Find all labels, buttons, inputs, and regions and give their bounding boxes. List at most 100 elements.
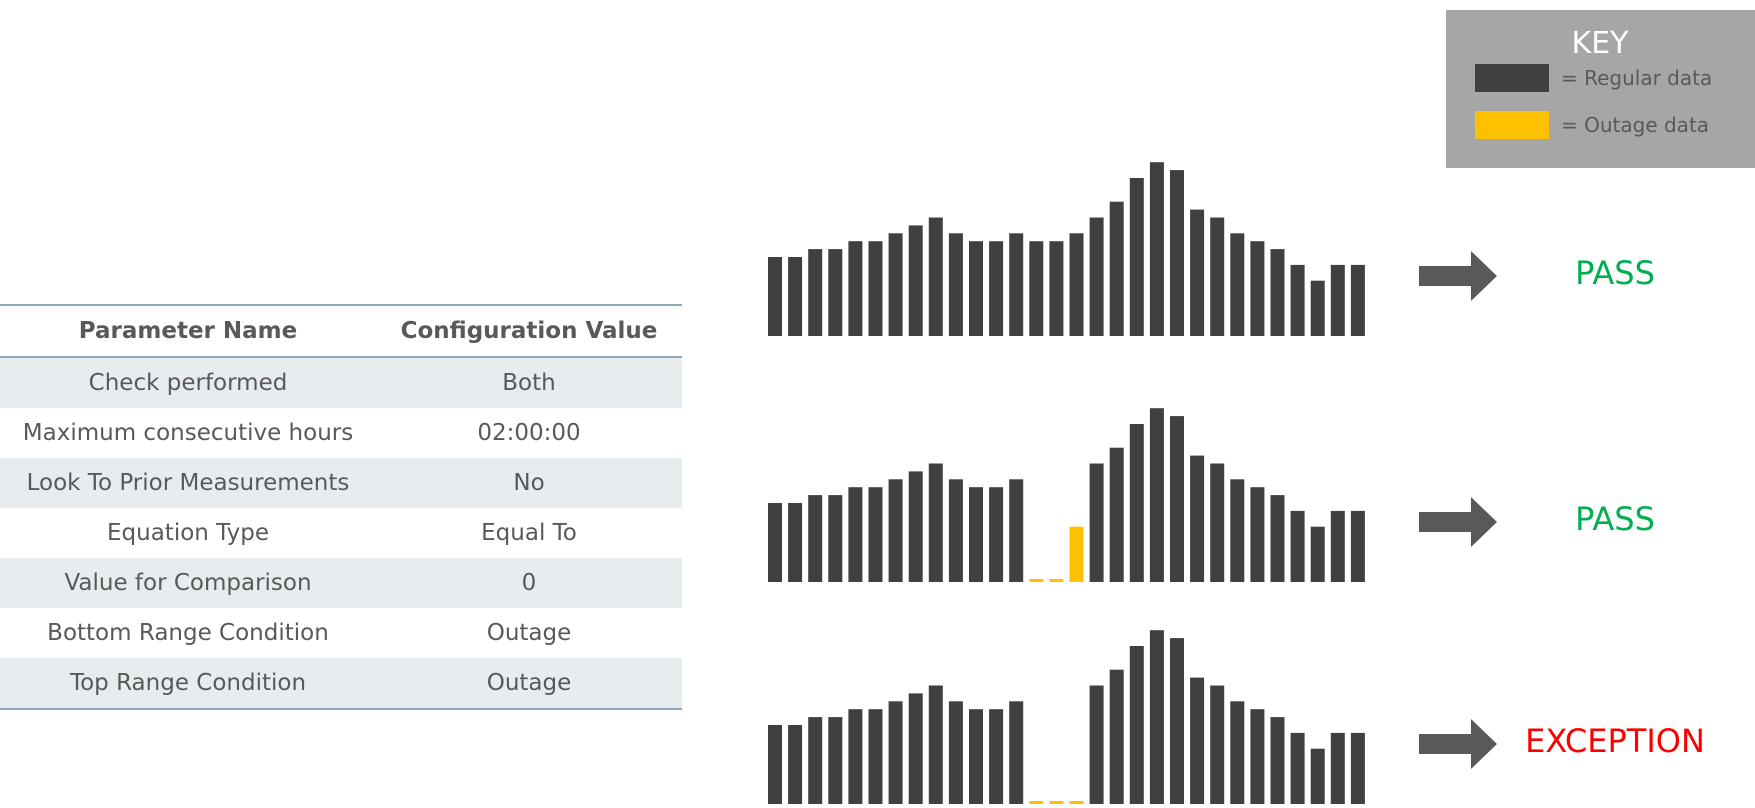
regular-data-bar: [1009, 701, 1024, 804]
outage-data-bar: [1049, 801, 1064, 804]
regular-data-bar: [1190, 455, 1205, 582]
regular-data-bar: [1149, 630, 1164, 804]
scenario-2: PASS: [0, 386, 1755, 582]
regular-data-bar: [1089, 685, 1104, 804]
regular-data-bar: [1069, 233, 1084, 336]
regular-data-bar: [1109, 669, 1124, 804]
regular-data-bar: [1350, 732, 1365, 804]
regular-data-bar: [808, 249, 823, 336]
regular-data-bar: [989, 241, 1004, 336]
regular-data-bar: [1009, 233, 1024, 336]
regular-data-bar: [1330, 264, 1345, 336]
outage-data-bar: [1029, 579, 1044, 582]
table-row: Equation Type Equal To: [0, 508, 682, 558]
regular-data-bar: [989, 487, 1004, 582]
outage-data-bar: [1029, 801, 1044, 804]
regular-data-bar: [768, 725, 782, 804]
regular-data-label: = Regular data: [1561, 66, 1713, 90]
right-arrow-icon: [1419, 497, 1497, 547]
regular-data-bar: [828, 717, 843, 804]
regular-data-bar: [768, 503, 782, 582]
scenario-1-result: PASS: [1575, 254, 1655, 292]
header-configuration-value: Configuration Value: [400, 318, 658, 344]
configuration-value-cell: 0: [521, 570, 537, 596]
regular-data-bar: [1310, 748, 1325, 804]
regular-data-bar: [848, 487, 863, 582]
parameter-name-cell: Maximum consecutive hours: [22, 420, 354, 446]
regular-data-bar: [1290, 510, 1305, 582]
regular-data-bar: [1250, 487, 1265, 582]
regular-data-bar: [888, 701, 903, 804]
regular-data-bar: [848, 241, 863, 336]
regular-data-bar: [1009, 479, 1024, 582]
regular-data-bar: [969, 709, 983, 804]
table-row: Top Range Condition Outage: [0, 658, 682, 709]
scenario-3-result: EXCEPTION: [1525, 722, 1705, 760]
scenario-2-result: PASS: [1575, 500, 1655, 538]
regular-data-bar: [1129, 646, 1144, 804]
regular-data-bar: [1350, 264, 1365, 336]
scenario-3-bar-chart: [768, 630, 1365, 804]
regular-data-bar: [1210, 463, 1225, 582]
key-item-outage: = Outage data: [1475, 111, 1709, 139]
regular-data-bar: [828, 495, 843, 582]
regular-data-bar: [1049, 241, 1064, 336]
header-parameter-name: Parameter Name: [78, 318, 298, 344]
regular-data-bar: [1270, 495, 1285, 582]
configuration-value-cell: Outage: [486, 620, 572, 646]
regular-data-bar: [1149, 408, 1164, 582]
regular-data-bar: [888, 233, 903, 336]
regular-data-bar: [948, 233, 963, 336]
regular-data-bar: [1210, 217, 1225, 336]
regular-data-bar: [1230, 701, 1245, 804]
regular-data-bar: [928, 217, 943, 336]
scenario-1-bar-chart: [768, 162, 1365, 336]
parameter-table: Parameter Name Configuration Value Check…: [0, 304, 682, 710]
table-row: Check performed Both: [0, 357, 682, 408]
regular-data-bar: [928, 685, 943, 804]
regular-data-bar: [1210, 685, 1225, 804]
regular-data-swatch: [1475, 64, 1549, 92]
regular-data-bar: [768, 257, 782, 336]
scenario-1: PASS: [0, 140, 1755, 336]
regular-data-bar: [1170, 416, 1184, 582]
regular-data-bar: [868, 487, 883, 582]
scenario-3: EXCEPTION: [0, 608, 1755, 804]
regular-data-bar: [908, 225, 923, 336]
regular-data-bar: [788, 725, 803, 804]
regular-data-bar: [1330, 732, 1345, 804]
configuration-value-cell: Outage: [486, 670, 572, 696]
regular-data-bar: [1310, 280, 1325, 336]
regular-data-bar: [1190, 677, 1205, 804]
regular-data-bar: [969, 241, 983, 336]
regular-data-bar: [808, 717, 823, 804]
regular-data-bar: [928, 463, 943, 582]
regular-data-bar: [1270, 249, 1285, 336]
parameter-name-cell: Value for Comparison: [64, 570, 312, 596]
regular-data-bar: [1350, 510, 1365, 582]
regular-data-bar: [1250, 709, 1265, 804]
regular-data-bar: [1310, 526, 1325, 582]
regular-data-bar: [1190, 209, 1205, 336]
regular-data-bar: [1129, 178, 1144, 336]
parameter-name-cell: Bottom Range Condition: [47, 620, 329, 646]
outage-data-bar: [1069, 801, 1084, 804]
table-row: Maximum consecutive hours 02:00:00: [0, 408, 682, 458]
regular-data-bar: [969, 487, 983, 582]
regular-data-bar: [808, 495, 823, 582]
outage-data-bar: [1049, 579, 1064, 582]
regular-data-bar: [868, 709, 883, 804]
configuration-value-cell: Equal To: [481, 520, 577, 546]
regular-data-bar: [888, 479, 903, 582]
table-row: Look To Prior Measurements No: [0, 458, 682, 508]
regular-data-bar: [908, 471, 923, 582]
key-title: KEY: [1571, 26, 1629, 61]
regular-data-bar: [989, 709, 1004, 804]
regular-data-bar: [908, 693, 923, 804]
key-legend: KEY = Regular data = Outage data: [1446, 10, 1755, 168]
regular-data-bar: [1109, 447, 1124, 582]
regular-data-bar: [848, 709, 863, 804]
configuration-value-cell: 02:00:00: [477, 420, 581, 446]
regular-data-bar: [948, 479, 963, 582]
regular-data-bar: [1129, 424, 1144, 582]
